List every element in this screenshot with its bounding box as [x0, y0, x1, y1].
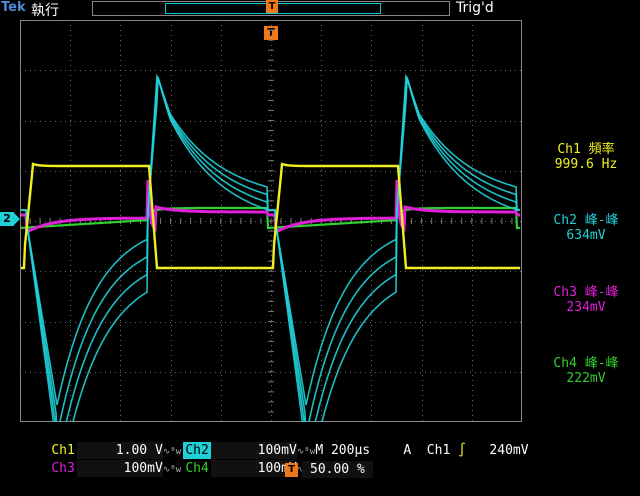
ch3-readout[interactable]: Ch3 100mV∿ᴮw — [18, 443, 181, 477]
measurement-ch3-pk2pk: Ch3 峰-峰 234mV — [532, 285, 640, 315]
trigger-mode: A — [403, 443, 412, 458]
trigger-status: Trig'd — [456, 0, 494, 16]
trigger-position-percent[interactable]: 50.00 % — [302, 461, 373, 478]
measurement-ch1-frequency: Ch1 頻率 999.6 Hz — [532, 142, 640, 172]
measurement-value: 234mV — [566, 300, 606, 315]
measurement-label: Ch3 峰-峰 — [553, 285, 619, 300]
timebase-value: 200µs — [330, 443, 371, 458]
ch1-scale: 1.00 V — [76, 442, 163, 459]
waveform-graticule — [20, 20, 522, 422]
ch1-trace — [21, 162, 520, 270]
trigger-slope-icon: ∫ — [458, 443, 466, 458]
measurement-value: 222mV — [566, 371, 606, 386]
ch2-ground-marker[interactable]: 2 — [0, 212, 20, 226]
ch1-label: Ch1 — [51, 443, 75, 458]
waveform-traces — [20, 73, 521, 422]
timebase-readout[interactable]: M 200µs — [284, 425, 370, 458]
bandwidth-limit-icon: ∿ᴮw — [162, 447, 182, 457]
ch3-trace — [21, 179, 520, 235]
ch2-scale: 100mV — [210, 442, 297, 459]
measurement-ch4-pk2pk: Ch4 峰-峰 222mV — [532, 356, 640, 386]
measurement-label: Ch1 頻率 — [557, 142, 615, 157]
ch3-scale: 100mV — [76, 460, 163, 477]
measurement-label: Ch2 峰-峰 — [553, 213, 619, 228]
measurement-value: 999.6 Hz — [554, 157, 618, 172]
trigger-point-marker: T — [264, 26, 278, 40]
ch4-trace — [20, 206, 521, 230]
ch2-trace — [21, 73, 520, 422]
measurement-value: 634mV — [566, 228, 606, 243]
brand-logo: Tek — [1, 0, 26, 15]
run-state: 執行 — [31, 3, 59, 19]
ch3-label: Ch3 — [51, 461, 75, 476]
channel-readout-bar: Ch1 1.00 V∿ᴮw Ch2 100mV∿ᴮw M 200µs A Ch1 ∫… — [0, 424, 640, 480]
bandwidth-limit-icon: ∿ᴮw — [162, 465, 182, 475]
ch1-readout[interactable]: Ch1 1.00 V∿ᴮw — [18, 425, 181, 459]
ch4-label: Ch4 — [185, 461, 209, 476]
ch2-readout[interactable]: Ch2 100mV∿ᴮw — [152, 425, 315, 459]
bandwidth-limit-icon: ∿ᴮw — [296, 447, 316, 457]
trigger-position-icon: T — [285, 463, 298, 477]
ch2-label: Ch2 — [183, 442, 211, 459]
ch2-trace — [21, 77, 520, 422]
trigger-level: 240mV — [489, 443, 529, 458]
graticule-gridlines — [20, 20, 522, 422]
timebase-label: M — [315, 443, 324, 458]
ch2-trace — [21, 77, 520, 422]
measurement-ch2-pk2pk: Ch2 峰-峰 634mV — [532, 213, 640, 243]
status-bar: Tek 執行 T Trig'd — [0, 0, 640, 19]
ch4-scale: 100mV — [210, 460, 297, 477]
trigger-source: Ch1 — [426, 443, 451, 458]
trigger-position-marker: T — [266, 0, 278, 13]
trigger-readout[interactable]: A Ch1 ∫ 240mV — [372, 425, 528, 458]
measurement-label: Ch4 峰-峰 — [553, 356, 619, 371]
